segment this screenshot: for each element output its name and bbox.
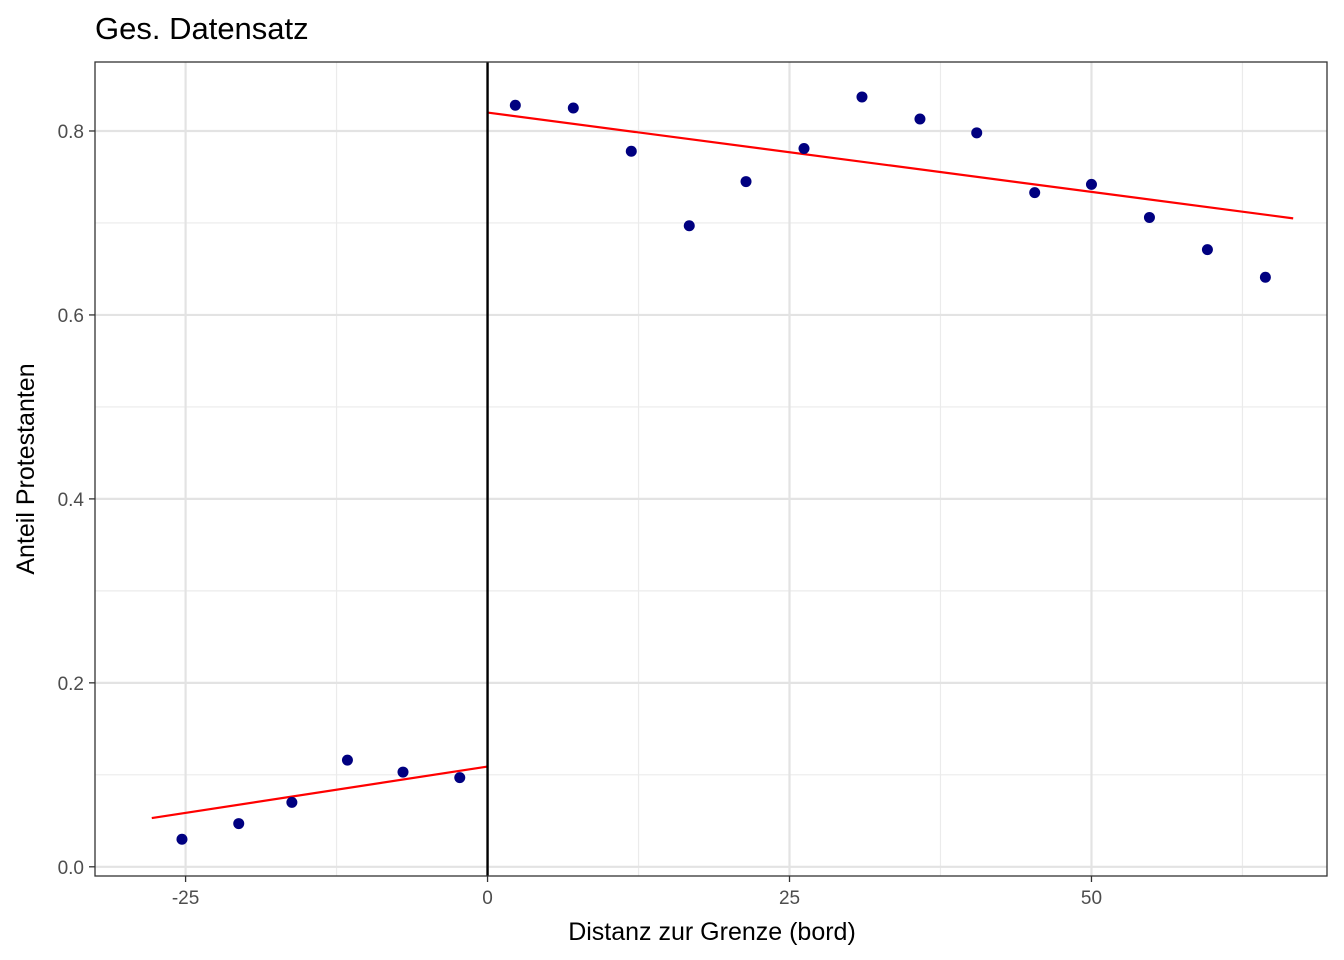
data-point (341, 754, 353, 766)
minor-gridlines (95, 62, 1327, 876)
data-point (914, 113, 926, 125)
x-tick-label: 50 (1081, 888, 1102, 909)
major-gridlines (95, 62, 1327, 876)
fit-lines (151, 111, 1294, 820)
x-tick-label: 25 (779, 888, 800, 909)
data-point (286, 796, 298, 808)
panel-border (94, 61, 1328, 877)
data-point (1029, 187, 1041, 199)
y-tick-label: 0.4 (58, 490, 85, 511)
data-point (625, 145, 637, 157)
data-point (1143, 211, 1155, 223)
y-tick-label: 0.6 (58, 306, 84, 327)
y-axis: 0.0 0.2 0.4 0.6 0.8 (58, 122, 95, 879)
data-point (856, 91, 868, 103)
data-point (1085, 178, 1097, 190)
data-point (740, 176, 752, 188)
fit-line-segment (151, 765, 488, 820)
y-axis-title: Anteil Protestanten (12, 363, 40, 574)
y-tick-label: 0.8 (58, 122, 84, 143)
y-tick-label: 0.2 (58, 674, 84, 695)
data-point (176, 833, 188, 845)
data-point (683, 220, 695, 232)
y-tick-label: 0.0 (58, 858, 84, 879)
x-axis: -25 0 25 50 (172, 876, 1102, 909)
x-tick-label: 0 (482, 888, 493, 909)
x-tick-label: -25 (172, 888, 199, 909)
data-point (454, 772, 466, 784)
data-point (971, 127, 983, 139)
data-point (567, 102, 579, 114)
data-point (509, 99, 521, 111)
data-points (176, 91, 1271, 845)
data-point (1201, 244, 1213, 256)
chart-title: Ges. Datensatz (95, 11, 309, 46)
data-point (798, 142, 810, 154)
data-point (233, 818, 245, 830)
fit-line-segment (487, 111, 1294, 220)
x-axis-title: Distanz zur Grenze (bord) (568, 918, 856, 946)
data-point (1259, 271, 1271, 283)
data-point (397, 766, 409, 778)
